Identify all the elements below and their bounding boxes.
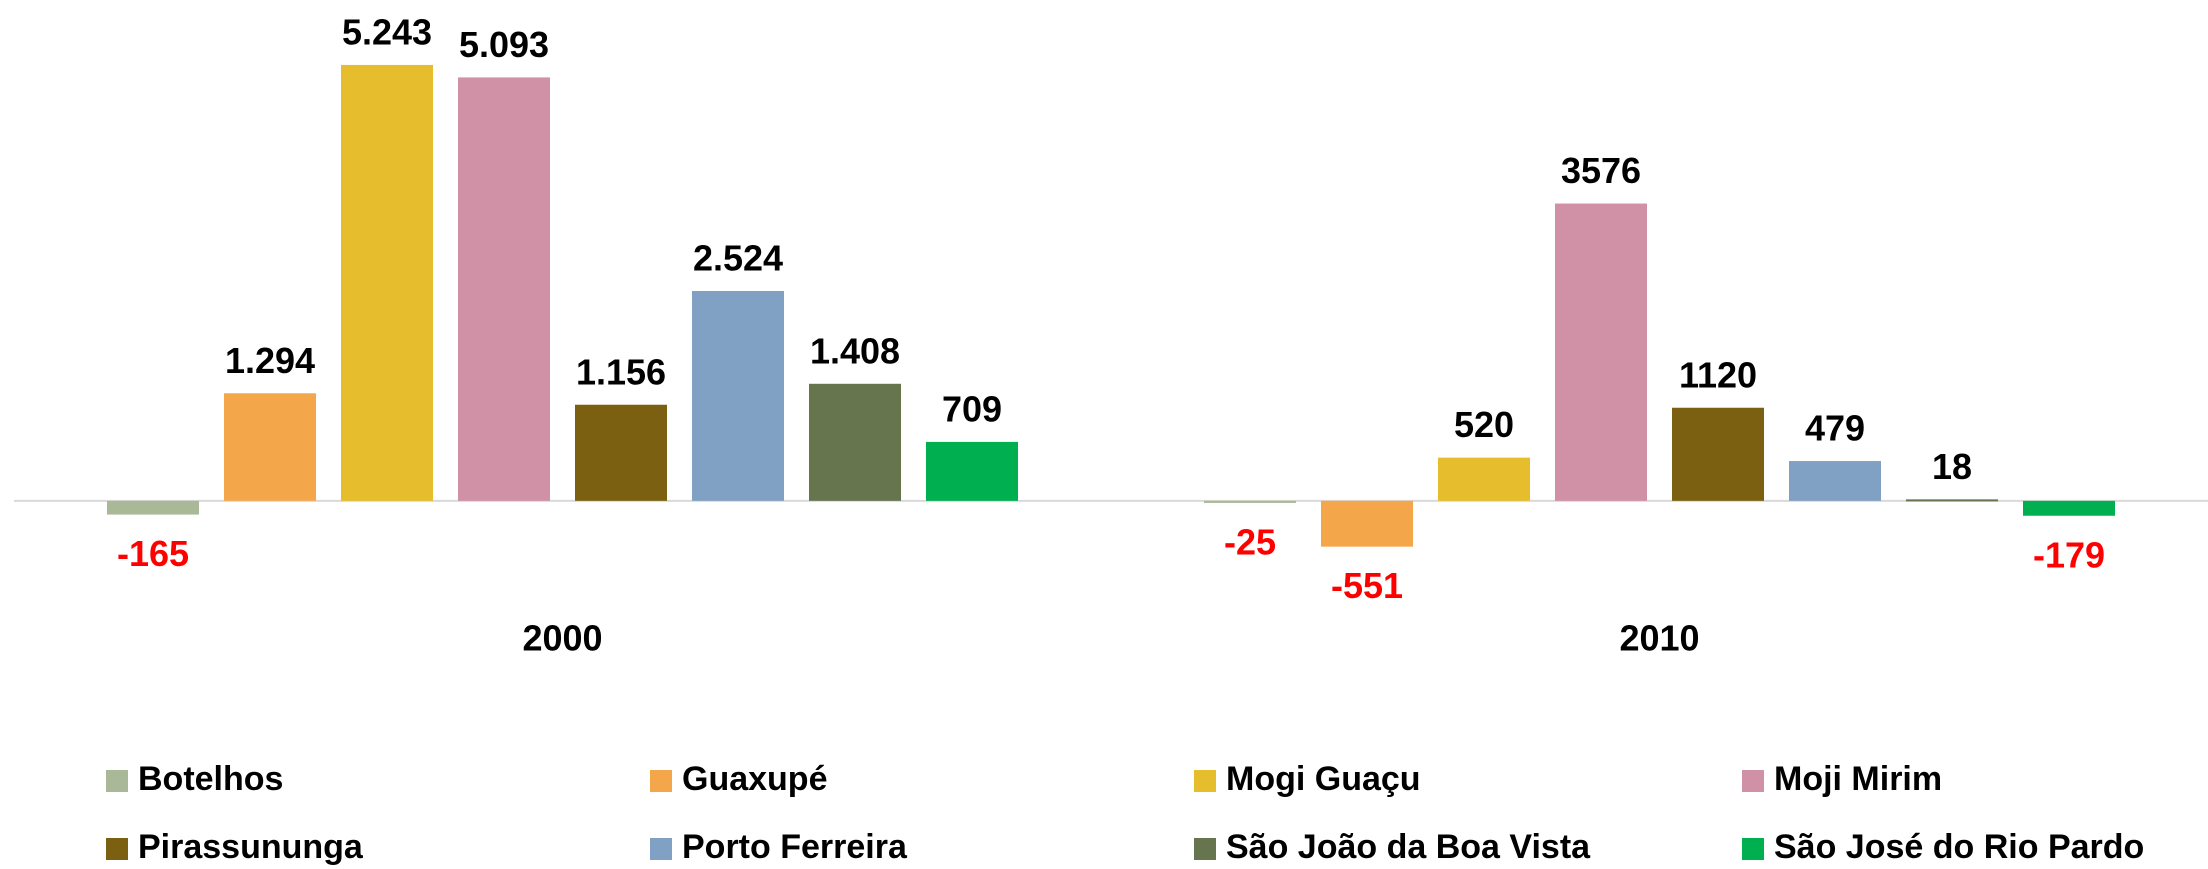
value-label: 5.243 — [342, 11, 432, 52]
value-label: -25 — [1224, 521, 1276, 562]
legend-label: São João da Boa Vista — [1226, 828, 1591, 866]
legend-label: Botelhos — [138, 760, 283, 798]
bar — [926, 441, 1018, 501]
x-tick-label: 2010 — [1619, 618, 1699, 659]
bar — [1789, 461, 1881, 501]
legend-swatch — [1194, 770, 1216, 792]
bar — [458, 77, 550, 501]
bar — [2023, 500, 2115, 516]
bar — [575, 404, 667, 501]
legend-swatch — [650, 770, 672, 792]
value-label: -165 — [117, 533, 189, 574]
bar — [1321, 500, 1413, 547]
bar — [1438, 457, 1530, 501]
legend-label: Moji Mirim — [1774, 760, 1942, 798]
value-label: 5.093 — [459, 24, 549, 65]
bar — [809, 383, 901, 501]
bar — [1906, 499, 1998, 502]
legend-swatch — [650, 838, 672, 860]
value-label: 1.156 — [576, 351, 666, 392]
bar — [341, 64, 433, 501]
value-label: 479 — [1805, 408, 1865, 449]
bar — [224, 393, 316, 501]
value-label: 520 — [1454, 404, 1514, 445]
legend-swatch — [1194, 838, 1216, 860]
legend-label: São José do Rio Pardo — [1774, 828, 2144, 866]
value-label: 2.524 — [693, 238, 783, 279]
bar — [107, 500, 199, 515]
bar — [1672, 407, 1764, 501]
bar — [1204, 500, 1296, 503]
legend-label: Mogi Guaçu — [1226, 760, 1421, 798]
bar — [1555, 203, 1647, 501]
value-label: 18 — [1932, 446, 1972, 487]
value-label: 1.294 — [225, 340, 315, 381]
value-label: 3576 — [1561, 150, 1641, 191]
bar — [692, 291, 784, 501]
x-tick-label: 2000 — [522, 618, 602, 659]
legend-swatch — [106, 838, 128, 860]
legend-swatch — [106, 770, 128, 792]
value-label: 709 — [942, 388, 1002, 429]
legend-label: Guaxupé — [682, 760, 827, 798]
legend-label: Pirassununga — [138, 828, 364, 866]
value-label: -179 — [2033, 534, 2105, 575]
legend-swatch — [1742, 838, 1764, 860]
legend-label: Porto Ferreira — [682, 828, 908, 866]
value-label: 1.408 — [810, 330, 900, 371]
value-label: 1120 — [1679, 354, 1757, 395]
legend-swatch — [1742, 770, 1764, 792]
value-label: -551 — [1331, 565, 1403, 606]
